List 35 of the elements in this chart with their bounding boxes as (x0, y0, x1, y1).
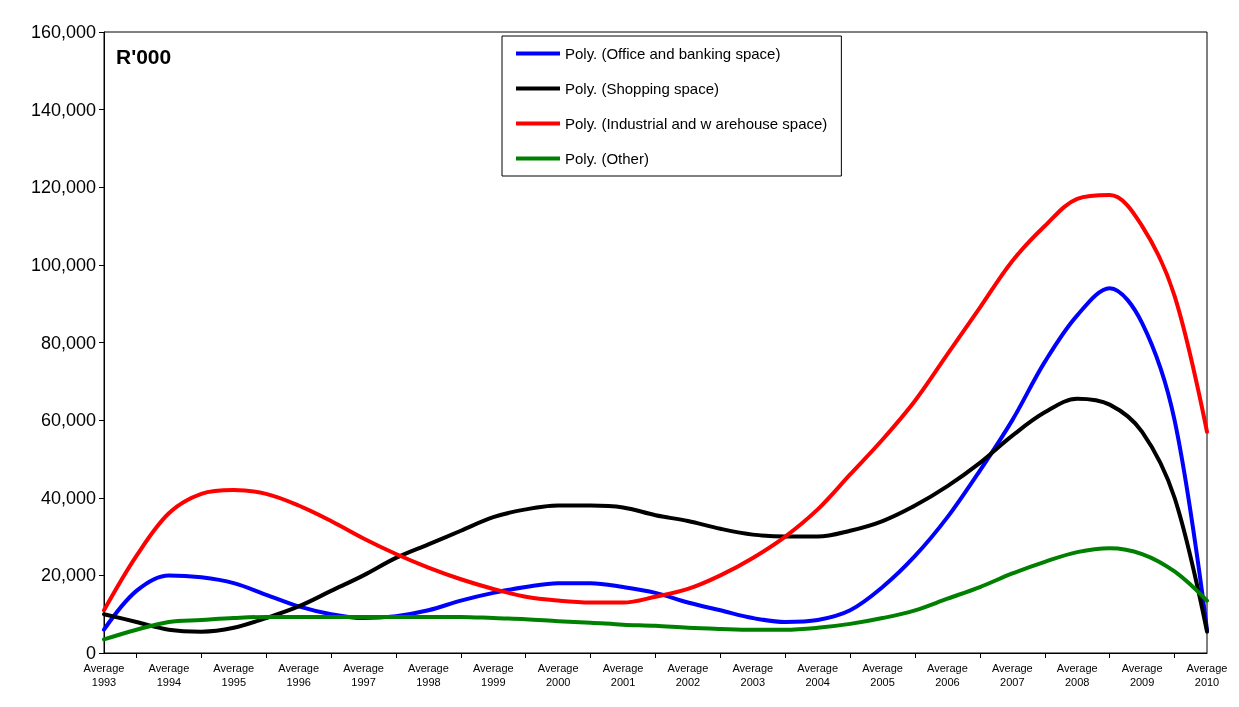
x-tick-label: Average 2006 (927, 662, 968, 688)
x-tick-label: Average 1994 (148, 662, 190, 688)
y-tick-label: 20,000 (40, 565, 96, 586)
x-tick-label: Average 2008 (1056, 662, 1098, 688)
legend-label: Poly. (Industrial and w arehouse space) (565, 115, 828, 132)
y-tick-label: 120,000 (30, 177, 96, 198)
y-tick-label: 40,000 (40, 487, 96, 508)
x-tick-label: Average 2000 (537, 662, 579, 688)
line-series (102, 193, 1209, 613)
y-tick-label: 80,000 (40, 332, 96, 353)
x-tick-label: Average 1993 (83, 662, 125, 688)
x-tick-label: Average 2010 (1186, 662, 1228, 688)
x-tick-label: Average 2004 (797, 662, 839, 688)
x-tick-label: Average 2001 (602, 662, 644, 688)
x-tick-label: Average 1995 (213, 662, 255, 688)
x-tick-label: Average 1998 (408, 662, 449, 688)
y-tick-label: 140,000 (30, 99, 96, 120)
line-series (102, 286, 1209, 632)
x-tick-label: Average 2005 (862, 662, 903, 688)
y-tick-label: 160,000 (30, 22, 96, 42)
x-tick-label: Average 2007 (991, 662, 1033, 688)
x-tick-label: Average 1996 (278, 662, 320, 688)
legend-label: Poly. (Shopping space) (565, 80, 719, 97)
legend-label: Poly. (Other) (565, 150, 649, 167)
line-series (102, 546, 1209, 642)
x-tick-label: Average 2002 (667, 662, 709, 688)
x-tick-label: Average 2003 (732, 662, 774, 688)
x-tick-label: Average 2009 (1121, 662, 1163, 688)
y-tick-label: 100,000 (30, 254, 96, 275)
x-tick-label: Average 1997 (343, 662, 384, 688)
x-tick-label: Average 1999 (472, 662, 514, 688)
y-axis-title: R'000 (116, 45, 172, 68)
y-tick-label: 60,000 (40, 410, 96, 431)
legend-label: Poly. (Office and banking space) (565, 45, 781, 62)
y-tick-label: 0 (85, 643, 96, 663)
